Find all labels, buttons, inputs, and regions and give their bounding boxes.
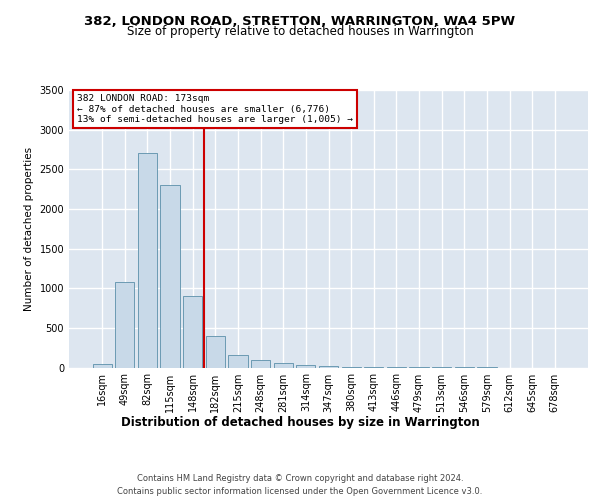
Bar: [183, 296, 202, 368]
Bar: [251, 360, 270, 368]
Text: 382 LONDON ROAD: 173sqm
← 87% of detached houses are smaller (6,776)
13% of semi: 382 LONDON ROAD: 173sqm ← 87% of detache…: [77, 94, 353, 124]
Bar: [319, 366, 338, 368]
Text: Distribution of detached houses by size in Warrington: Distribution of detached houses by size …: [121, 416, 479, 429]
Bar: [341, 366, 361, 368]
Text: 382, LONDON ROAD, STRETTON, WARRINGTON, WA4 5PW: 382, LONDON ROAD, STRETTON, WARRINGTON, …: [85, 15, 515, 28]
Bar: [115, 282, 134, 368]
Bar: [229, 355, 248, 368]
Bar: [92, 364, 112, 368]
Bar: [206, 336, 225, 368]
Bar: [160, 185, 180, 368]
Y-axis label: Number of detached properties: Number of detached properties: [24, 146, 34, 311]
Bar: [274, 363, 293, 368]
Bar: [138, 154, 157, 368]
Text: Size of property relative to detached houses in Warrington: Size of property relative to detached ho…: [127, 25, 473, 38]
Text: Contains HM Land Registry data © Crown copyright and database right 2024.
Contai: Contains HM Land Registry data © Crown c…: [118, 474, 482, 496]
Bar: [296, 366, 316, 368]
